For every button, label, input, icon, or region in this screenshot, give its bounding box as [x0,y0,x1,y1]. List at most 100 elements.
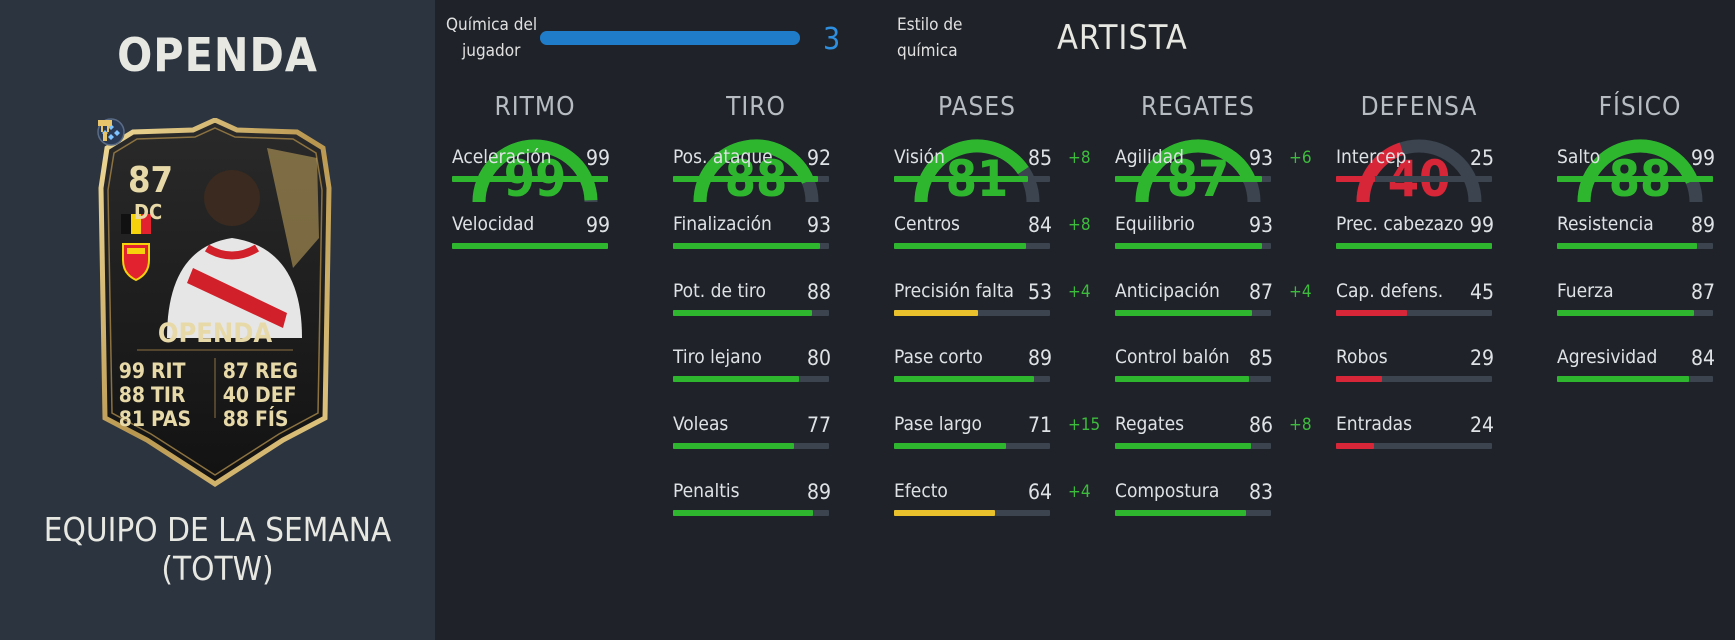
stat-name: Compostura [1115,480,1220,502]
stat-name: Efecto [894,480,948,502]
stat-name: Penaltis [673,480,740,502]
stat-bar-fill [1557,310,1695,316]
stat-bar [452,243,608,249]
stat-value: 89 [806,480,831,504]
stat-value: 87 [1248,280,1273,304]
stat-bar [1115,376,1271,382]
stat-bar-fill [452,243,608,249]
gauge-fill [914,139,1029,203]
stat-value: 84 [1027,213,1052,237]
stat-value: 85 [1027,146,1052,170]
stat-name: Entradas [1336,413,1413,435]
stat-bar-fill [1336,310,1407,316]
stat-bar-fill [894,443,1006,449]
card-stat: 81 PAS [118,407,192,431]
stat-bar [894,510,1050,516]
stat-name: Fuerza [1557,280,1614,302]
card-stat: 87 REG [222,359,298,383]
stat-name: Agilidad [1115,146,1184,168]
stat-bonus: +8 [1068,148,1091,168]
stat-bar-fill [1115,243,1262,249]
stat-bar [1336,443,1492,449]
stat-bar-fill [673,310,812,316]
chemistry-value: 3 [823,22,841,57]
stat-row: Resistencia 89 [1555,213,1725,273]
stat-value: 99 [1690,146,1715,170]
stat-row: Finalización 93 [671,213,841,273]
card-rating: 87 [128,160,174,201]
stat-row: Regates 86 +8 [1113,413,1312,473]
stat-row: Intercep. 25 [1334,146,1504,206]
stat-bar [1336,243,1492,249]
stat-name: Velocidad [452,213,535,235]
stat-bar [1115,243,1271,249]
stat-name: Tiro lejano [673,346,762,368]
attribute-title: FÍSICO [1598,92,1682,122]
card-stat: 99 RIT [118,359,186,383]
stat-bar-fill [1115,176,1262,182]
stat-value: 24 [1469,413,1494,437]
stat-name: Precisión falta [894,280,1015,302]
stat-name: Finalización [673,213,772,235]
stat-bar-fill [894,510,995,516]
stat-value: 87 [1690,280,1715,304]
stat-value: 89 [1027,346,1052,370]
stat-value: 86 [1248,413,1273,437]
stat-value: 88 [806,280,831,304]
stat-bar [673,510,829,516]
stat-value: 93 [806,213,831,237]
stat-value: 80 [806,346,831,370]
stat-value: 99 [1469,213,1494,237]
stat-bar [1557,176,1713,182]
chem-style-value[interactable]: ARTISTA [1057,18,1188,58]
stat-bar [1115,443,1271,449]
card-player-name: OPENDA [157,318,273,349]
stat-row: Aceleración 99 [450,146,620,206]
stat-bar [894,176,1050,182]
stat-name: Regates [1115,413,1184,435]
stat-row: Robos 29 [1334,346,1504,406]
stat-name: Control balón [1115,346,1230,368]
stat-value: 99 [585,146,610,170]
stat-row: Centros 84 +8 [892,213,1091,273]
stat-bar [1557,310,1713,316]
stat-bar [1336,376,1492,382]
stat-bar-fill [673,510,814,516]
stat-bar-fill [452,176,608,182]
stat-bar-fill [1336,443,1374,449]
stat-bonus: +4 [1068,282,1091,302]
stat-value: 92 [806,146,831,170]
stat-row: Efecto 64 +4 [892,480,1091,540]
stat-bonus: +6 [1289,148,1312,168]
stat-bar-fill [1336,376,1382,382]
chemistry-bar [540,31,800,45]
card-frame [98,118,332,487]
stat-bar [673,243,829,249]
card-position: DC [134,200,163,224]
stat-row: Penaltis 89 [671,480,841,540]
stat-value: 85 [1248,346,1273,370]
stat-value: 53 [1027,280,1052,304]
stat-name: Anticipación [1115,280,1220,302]
player-name: OPENDA [117,28,318,82]
stat-row: Equilibrio 93 [1113,213,1283,273]
stat-name: Agresividad [1557,346,1658,368]
stat-row: Prec. cabezazo 99 [1334,213,1504,273]
card-stat: 88 TIR [118,383,186,407]
stat-bar [1336,310,1492,316]
stat-name: Resistencia [1557,213,1654,235]
player-card[interactable]: 87 DC OPENDA 99 RIT 88 TIR 81 PAS 87 REG 40 D… [97,118,333,488]
stat-value: 64 [1027,480,1052,504]
stat-bar-fill [894,176,1028,182]
stat-row: Pase corto 89 [892,346,1062,406]
stat-bar [673,376,829,382]
stat-bar [894,243,1050,249]
stat-bonus: +4 [1068,482,1091,502]
stat-bar-fill [894,310,978,316]
attribute-title: TIRO [726,92,786,122]
stat-row: Precisión falta 53 +4 [892,280,1091,340]
stat-row: Pos. ataque 92 [671,146,841,206]
stat-bar-fill [1115,510,1246,516]
stat-row: Salto 99 [1555,146,1725,206]
stat-row: Tiro lejano 80 [671,346,841,406]
